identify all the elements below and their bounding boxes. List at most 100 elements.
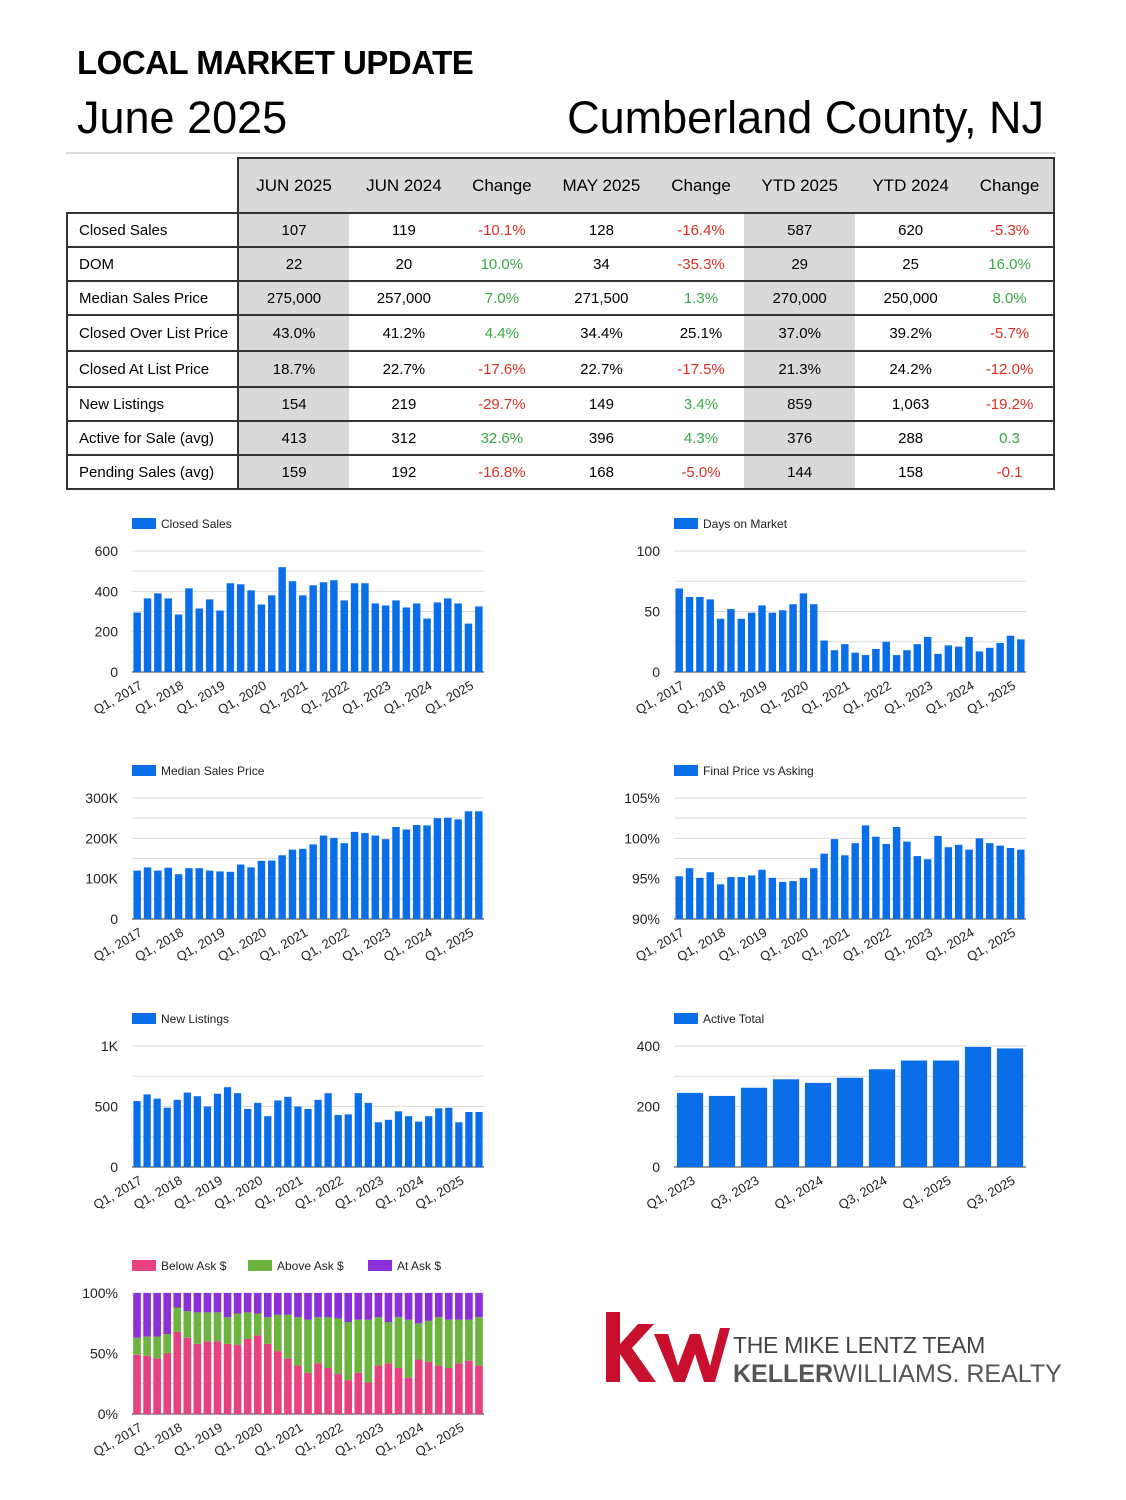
bar-at-ask	[344, 1293, 353, 1323]
bar-at-ask	[394, 1293, 403, 1318]
bar-at-ask	[324, 1293, 332, 1318]
table-cell: 34	[545, 247, 658, 282]
bar	[412, 603, 421, 672]
bar	[153, 1098, 161, 1167]
x-tick-label: Q3, 2024	[836, 1173, 890, 1213]
table-cell: 39.2%	[855, 315, 967, 352]
bar	[183, 1092, 191, 1167]
bar	[354, 1093, 362, 1167]
bar	[727, 877, 735, 919]
table-cell: 271,500	[545, 281, 658, 316]
bar	[164, 598, 172, 672]
bar-below-ask	[304, 1372, 312, 1414]
bar	[216, 610, 224, 672]
bar-below-ask	[344, 1380, 353, 1414]
bar-below-ask	[153, 1358, 161, 1414]
bar-below-ask	[284, 1358, 292, 1414]
bar	[882, 843, 890, 919]
bar-at-ask	[314, 1293, 322, 1318]
bar-above-ask	[263, 1317, 272, 1344]
bar	[820, 853, 828, 919]
y-tick-label: 100%	[82, 1285, 118, 1301]
bar	[330, 580, 338, 672]
bar	[716, 884, 725, 919]
bar	[154, 593, 162, 672]
bar	[433, 818, 442, 919]
table-cell: -29.7%	[458, 387, 546, 422]
x-tick-label: Q3, 2025	[964, 1173, 1018, 1213]
bar	[193, 1096, 201, 1167]
table-cell: 128	[545, 212, 658, 248]
bar	[244, 1108, 252, 1167]
bar	[965, 849, 973, 919]
bar	[954, 844, 963, 919]
bar-above-ask	[163, 1334, 172, 1354]
bar	[173, 1099, 181, 1167]
bar-below-ask	[465, 1360, 473, 1414]
bar	[778, 881, 787, 919]
bar	[820, 640, 828, 672]
legend-swatch	[248, 1260, 272, 1271]
table-cell: 32.6%	[458, 421, 546, 456]
bar-at-ask	[465, 1293, 473, 1320]
bar	[675, 876, 683, 919]
table-cell: -5.7%	[966, 315, 1055, 352]
bar	[423, 618, 431, 672]
bar-at-ask	[334, 1293, 342, 1319]
bar	[154, 870, 162, 919]
table-cell: 20	[349, 247, 459, 282]
bar	[454, 819, 462, 919]
bar-at-ask	[374, 1293, 383, 1318]
report-county: Cumberland County, NJ	[567, 92, 1044, 143]
bar	[747, 612, 756, 672]
bar	[402, 607, 411, 672]
row-label: Closed Sales	[66, 212, 239, 248]
col-header: Change	[657, 157, 745, 213]
bar	[758, 869, 766, 919]
table-cell: 4.3%	[657, 421, 745, 456]
bar	[768, 877, 777, 919]
bar	[716, 618, 725, 672]
bar-at-ask	[223, 1293, 232, 1318]
table-row: Pending Sales (avg) 159 192 -16.8% 168 -5.0% 1…	[66, 455, 1055, 490]
bar	[133, 612, 141, 672]
bar	[923, 636, 932, 672]
y-tick-label: 100%	[624, 830, 660, 846]
table-cell: -19.2%	[966, 387, 1055, 422]
table-cell: 25	[855, 247, 967, 282]
bar-above-ask	[374, 1317, 383, 1366]
bar	[737, 877, 746, 919]
legend-label: Active Total	[703, 1012, 764, 1026]
table-cell: -35.3%	[657, 247, 745, 282]
table-cell: 25.1%	[657, 315, 745, 352]
y-tick-label: 100K	[85, 871, 118, 887]
row-label: New Listings	[66, 387, 239, 422]
bar-above-ask	[455, 1319, 463, 1364]
bar-above-ask	[324, 1317, 332, 1369]
sale-mix-chart: Below Ask $ Above Ask $ At Ask $0% 50% 100% Q…	[76, 1252, 496, 1482]
bar	[294, 1106, 302, 1167]
bar-below-ask	[384, 1363, 393, 1414]
bar	[841, 644, 849, 672]
col-header: YTD 2024	[855, 157, 967, 213]
y-tick-label: 200	[95, 624, 119, 640]
market-stats-table: JUN 2025 JUN 2024 Change MAY 2025 Change…	[66, 157, 1055, 490]
brokerage-name: KELLERWILLIAMS. REALTY	[733, 1360, 1062, 1389]
bar-at-ask	[384, 1293, 393, 1323]
bar	[706, 872, 714, 919]
y-tick-label: 600	[95, 543, 119, 559]
bar	[133, 1101, 141, 1167]
col-header: YTD 2025	[744, 157, 856, 213]
bar-above-ask	[475, 1317, 483, 1366]
bar	[284, 1096, 292, 1167]
y-tick-label: 400	[637, 1038, 661, 1054]
bar	[247, 590, 255, 672]
bar	[226, 583, 235, 672]
new-listings-chart: New Listings 0 500 1K Q1, 2017 Q1, 2018 Q1, 20…	[76, 1005, 496, 1225]
bar	[364, 1102, 372, 1167]
table-cell: 37.0%	[744, 315, 856, 352]
bar-above-ask	[364, 1319, 373, 1383]
legend-label: Above Ask $	[277, 1259, 344, 1273]
bar	[964, 1046, 992, 1167]
bar	[737, 618, 746, 672]
